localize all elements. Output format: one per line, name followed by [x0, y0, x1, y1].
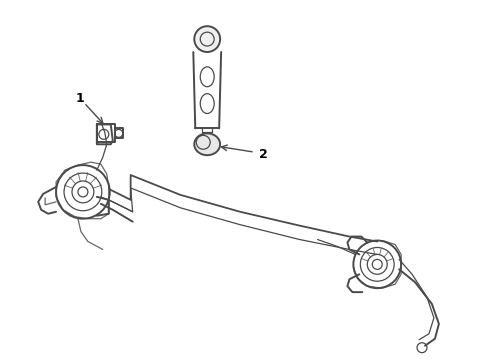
Circle shape	[195, 26, 220, 52]
Text: 2: 2	[259, 148, 267, 161]
Text: 1: 1	[75, 92, 84, 105]
Ellipse shape	[195, 133, 220, 155]
